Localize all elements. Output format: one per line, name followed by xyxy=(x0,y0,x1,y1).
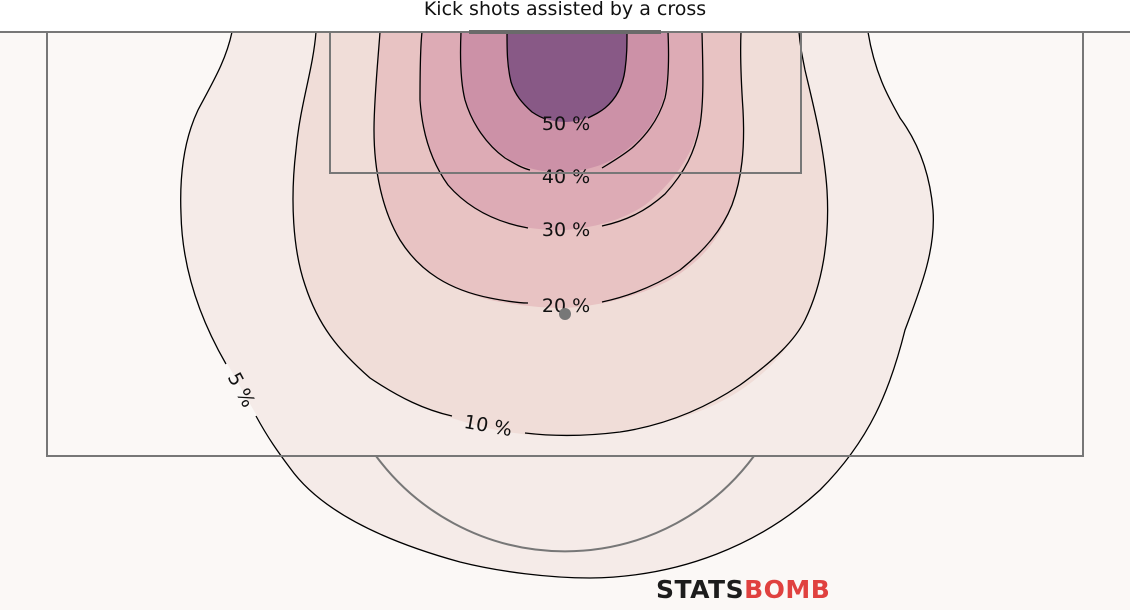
contour-line-20 xyxy=(373,31,529,304)
contour-lines xyxy=(180,31,935,579)
contour-line-50 xyxy=(506,31,547,120)
contour-line-10b xyxy=(524,31,829,437)
title-background xyxy=(0,0,1130,31)
contour-line-30b xyxy=(601,31,704,227)
chart-title: Kick shots assisted by a cross xyxy=(424,0,706,20)
contour-label-30: 30 % xyxy=(542,219,590,241)
contour-label-50: 50 % xyxy=(542,113,590,135)
logo-text-stats: STATS xyxy=(656,575,745,604)
contour-line-40 xyxy=(459,31,531,171)
contour-line-10 xyxy=(292,31,453,417)
contour-line-30 xyxy=(419,31,529,229)
contour-line-5b xyxy=(255,31,935,579)
contour-regions xyxy=(180,32,934,578)
penalty-arc xyxy=(375,455,755,553)
statsbomb-logo: STATSBOMB xyxy=(656,575,830,604)
contour-line-50b xyxy=(587,31,628,119)
contour-line-20b xyxy=(601,31,745,303)
contour-region-50 xyxy=(507,32,627,122)
contour-line-40b xyxy=(601,31,670,169)
contour-label-20: 20 % xyxy=(542,295,590,317)
contour-label-40: 40 % xyxy=(542,166,590,188)
logo-text-bomb: BOMB xyxy=(744,575,831,604)
contour-line-5 xyxy=(180,31,233,365)
penalty-spot xyxy=(559,308,571,320)
